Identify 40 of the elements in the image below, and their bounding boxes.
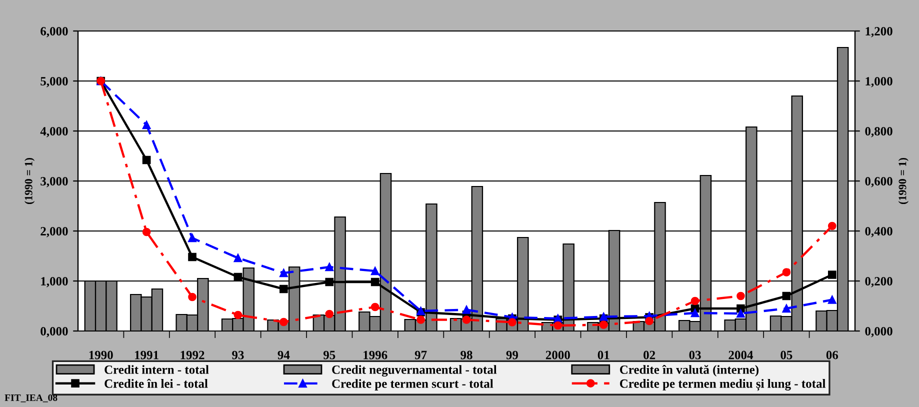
- x-tick-label: 01: [598, 350, 610, 360]
- x-tick-label: 1992: [180, 350, 204, 360]
- y2-tick-label: 0,000: [865, 327, 892, 338]
- y2-tick-label: 0,400: [865, 227, 892, 238]
- x-tick-label: 1996: [364, 350, 388, 360]
- legend-label: Credite în lei - total: [104, 378, 208, 388]
- y2-axis-title: (1990 = 1): [898, 158, 908, 204]
- x-tick-label: 93: [232, 350, 244, 360]
- x-tick-label: 02: [644, 350, 656, 360]
- text: FIT_IEA_08: [4, 394, 58, 402]
- y-tick-label: 5,000: [40, 77, 68, 88]
- y-tick-label: 2,000: [40, 227, 68, 238]
- x-tick-label: 2004: [728, 350, 754, 360]
- y2-tick-label: 0,800: [865, 127, 892, 138]
- x-tick-label: 1991: [135, 350, 158, 360]
- x-tick-label: 03: [689, 350, 701, 360]
- y-tick-label: 1,000: [41, 277, 68, 288]
- x-tick-label: 97: [414, 350, 427, 360]
- x-tick-label: 99: [506, 350, 518, 360]
- x-tick-label: 2000: [546, 350, 570, 360]
- y-tick-label: 4,000: [40, 127, 68, 138]
- y2-tick-label: 1,000: [866, 77, 892, 88]
- x-tick-label: 98: [460, 350, 472, 360]
- legend-label: Credite în valută (interne): [620, 364, 758, 376]
- x-tick-label: 05: [780, 350, 792, 360]
- legend-label: Credite pe termen mediu și lung - total: [620, 379, 826, 391]
- y-tick-label: 3,000: [40, 177, 68, 188]
- y2-tick-label: 1,200: [866, 27, 892, 38]
- x-tick-label: 94: [278, 350, 290, 360]
- legend-label: Credit neguvernamental - total: [332, 365, 497, 377]
- legend-label: Credit intern - total: [104, 365, 209, 374]
- y2-tick-label: 0,600: [865, 177, 892, 188]
- legend-label: Credite pe termen scurt - total: [332, 379, 494, 390]
- x-tick-label: 1990: [89, 350, 113, 360]
- y2-tick-label: 0,200: [865, 277, 892, 288]
- x-tick-label: 06: [826, 350, 838, 360]
- y-axis-title: (1990 = 1): [24, 158, 35, 204]
- y-tick-label: 6,000: [40, 27, 68, 38]
- y-tick-label: 0,000: [40, 327, 68, 338]
- x-tick-label: 95: [323, 350, 336, 360]
